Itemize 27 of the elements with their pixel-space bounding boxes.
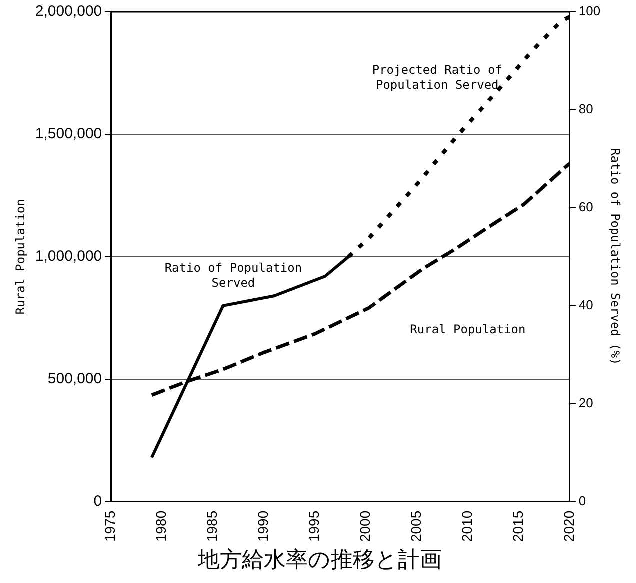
y-tick-label: 500,000 xyxy=(48,370,102,388)
x-tick-label: 2020 xyxy=(560,510,577,542)
x-tick-label: 1990 xyxy=(254,510,271,542)
y2-tick-label: 80 xyxy=(578,102,594,117)
x-tick-label: 1995 xyxy=(306,510,322,542)
y-axis-title: Rural Population xyxy=(13,199,28,315)
y2-axis-title: Ratio of Population Served (%) xyxy=(608,148,623,366)
y-tick-label: 2,000,000 xyxy=(35,3,102,20)
y-tick-label: 1,000,000 xyxy=(35,248,102,266)
x-tick-label: 1985 xyxy=(204,510,220,542)
y2-tick-label: 40 xyxy=(578,297,594,312)
x-tick-label: 2005 xyxy=(408,510,424,542)
x-tick-label: 2015 xyxy=(510,510,526,542)
series-label: Ratio of Population Served xyxy=(164,261,302,290)
x-tick-label: 2000 xyxy=(356,510,373,542)
text: 地方給水率の推移と計画 xyxy=(197,547,443,575)
y2-tick-label: 0 xyxy=(578,493,586,508)
x-tick-label: 2010 xyxy=(458,510,475,542)
y2-tick-label: 60 xyxy=(578,200,594,215)
text: Rural Population xyxy=(410,322,526,337)
y2-tick-label: 20 xyxy=(578,395,594,410)
x-tick-label: 1980 xyxy=(152,510,169,542)
y-tick-label: 0 xyxy=(94,492,102,510)
x-tick-label: 1975 xyxy=(102,510,118,542)
y2-tick-label: 100 xyxy=(578,4,601,19)
y-tick-label: 1,500,000 xyxy=(35,126,102,143)
series-label: Projected Ratio of Population Served xyxy=(372,62,502,92)
